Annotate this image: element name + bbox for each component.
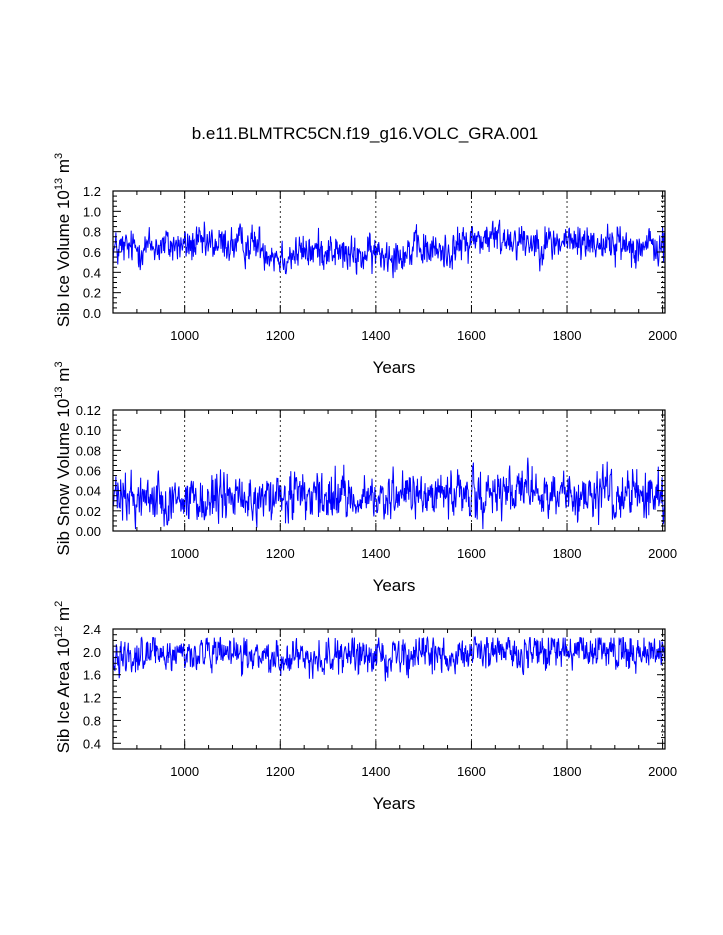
y-axis-title: Sib Ice Volume 1013 m3 xyxy=(53,153,73,327)
y-tick-label: 1.0 xyxy=(83,204,101,219)
y-tick-label: 0.4 xyxy=(83,736,101,751)
x-tick-label: 1800 xyxy=(553,546,582,561)
panel-1: 1000 1200 1400 1600 1800 2000 0.0 0.2 0.4 0.6 0.8 1… xyxy=(53,153,677,377)
y-tick-label: 0.0 xyxy=(83,306,101,321)
x-tick-label: 1400 xyxy=(361,328,390,343)
panels: 1000 1200 1400 1600 1800 20000.00.20.40.60.81… xyxy=(53,153,677,813)
x-tick-label: 1400 xyxy=(361,546,390,561)
y-tick-label: 0.4 xyxy=(83,265,101,280)
x-tick-label: 1800 xyxy=(553,328,582,343)
y-axis-title-part: m xyxy=(54,159,73,178)
panel-2: 1000 1200 1400 1600 1800 2000 0.00 0.02 0.04 0.06… xyxy=(53,361,677,595)
y-axis-title-part: m xyxy=(54,607,73,626)
x-tick-label: 1200 xyxy=(266,546,295,561)
y-axis-title-part: m xyxy=(54,368,73,387)
plot-frame xyxy=(112,628,666,750)
y-axis-title-part: 13 xyxy=(53,386,65,398)
series-line-2 xyxy=(112,457,666,530)
y-tick-label: 2.4 xyxy=(83,622,101,637)
y-axis-title-part: Sib Ice Area 10 xyxy=(54,638,73,753)
y-axis-title: Sib Ice Area 1012 m2 xyxy=(53,601,73,754)
x-tick-label: 1600 xyxy=(457,546,486,561)
y-tick-label: 0.10 xyxy=(76,423,101,438)
y-tick-label: 1.2 xyxy=(83,691,101,706)
x-tick-label: 1800 xyxy=(553,764,582,779)
y-axis-title-part: Sib Ice Volume 10 xyxy=(54,190,73,327)
x-tick-label: 1000 xyxy=(170,328,199,343)
x-tick-label: 1000 xyxy=(170,764,199,779)
y-tick-label: 0.8 xyxy=(83,225,101,240)
y-tick-label: 0.2 xyxy=(83,286,101,301)
plot-frame xyxy=(112,409,666,532)
y-axis-title-part: Sib Snow Volume 10 xyxy=(54,399,73,556)
figure-title: b.e11.BLMTRC5CN.f19_g16.VOLC_GRA.001 xyxy=(192,124,538,143)
x-axis-title: Years xyxy=(373,576,416,595)
y-tick-label: 2.0 xyxy=(83,645,101,660)
x-axis-title: Years xyxy=(373,358,416,377)
x-tick-label: 2000 xyxy=(648,764,677,779)
y-tick-label: 1.2 xyxy=(83,184,101,199)
y-axis-title: Sib Snow Volume 1013 m3 xyxy=(53,361,73,555)
x-tick-label: 2000 xyxy=(648,328,677,343)
x-tick-label: 2000 xyxy=(648,546,677,561)
y-axis-title-part: 12 xyxy=(53,626,65,638)
y-tick-label: 0.6 xyxy=(83,245,101,260)
x-tick-label: 1400 xyxy=(361,764,390,779)
y-tick-label: 0.12 xyxy=(76,403,101,418)
y-tick-label: 0.06 xyxy=(76,464,101,479)
x-tick-label: 1200 xyxy=(266,328,295,343)
x-tick-label: 1000 xyxy=(170,546,199,561)
y-tick-label: 0.04 xyxy=(76,484,101,499)
panel-3: 1000 1200 1400 1600 1800 2000 0.4 0.8 1.2 1.6 2.0 2… xyxy=(53,601,677,813)
y-tick-label: 0.02 xyxy=(76,504,101,519)
x-tick-label: 1600 xyxy=(457,328,486,343)
y-axis-title-part: 3 xyxy=(53,153,65,159)
y-tick-label: 0.00 xyxy=(76,524,101,539)
series-line-3 xyxy=(112,635,666,682)
x-tick-label: 1600 xyxy=(457,764,486,779)
series-line-1 xyxy=(112,219,666,279)
x-axis-title: Years xyxy=(373,794,416,813)
y-axis-title-part: 3 xyxy=(53,361,65,367)
y-axis-title-part: 2 xyxy=(53,601,65,607)
y-tick-label: 0.08 xyxy=(76,443,101,458)
y-tick-label: 0.8 xyxy=(83,713,101,728)
x-tick-label: 1200 xyxy=(266,764,295,779)
y-tick-label: 1.6 xyxy=(83,668,101,683)
y-axis-title-part: 13 xyxy=(53,178,65,190)
